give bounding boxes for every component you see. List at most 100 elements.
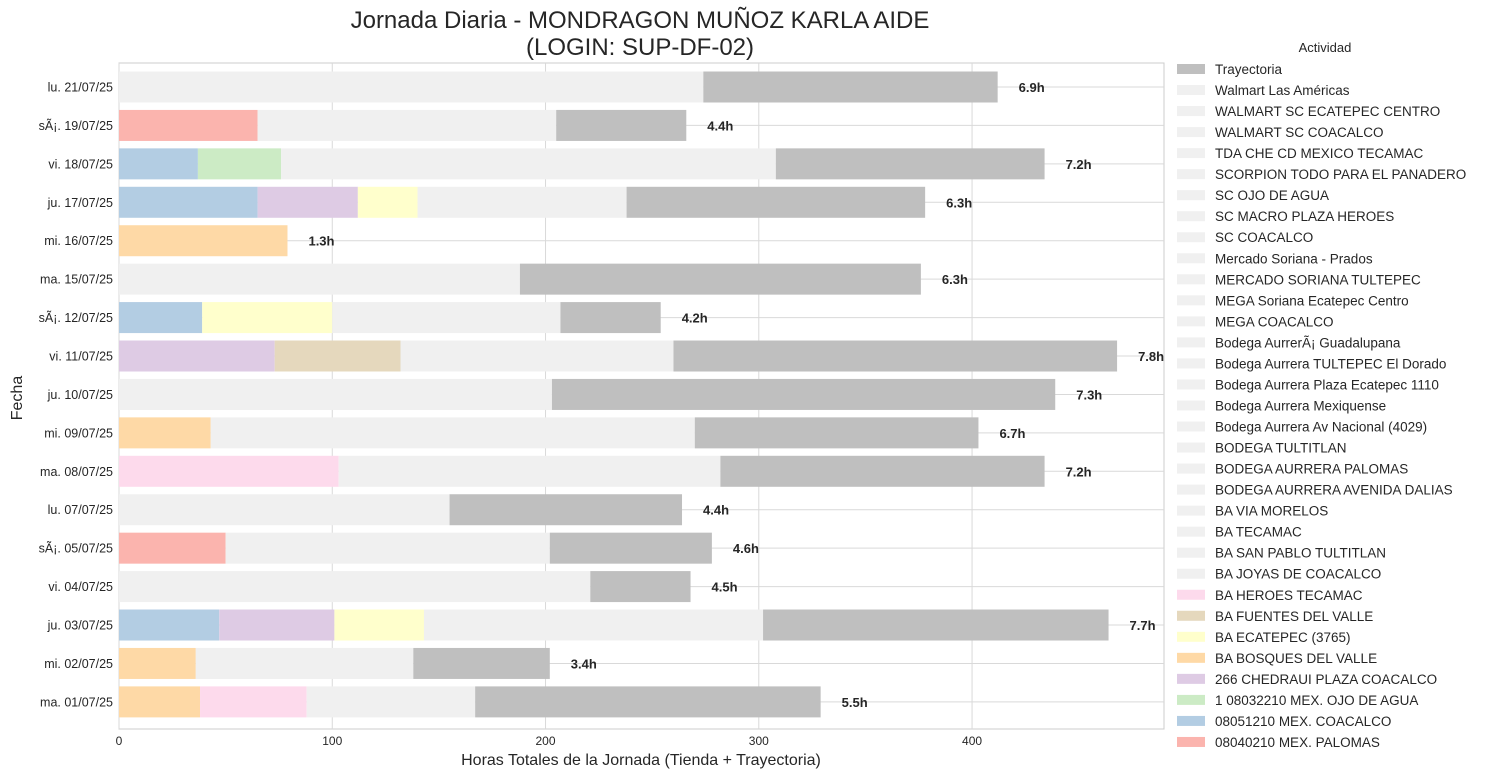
y-tick-label: vi. 11/07/25 — [49, 350, 113, 364]
legend-swatch — [1177, 106, 1205, 117]
legend-swatch — [1177, 652, 1205, 663]
bar-total-label: 3.4h — [571, 656, 597, 671]
legend-swatch — [1177, 316, 1205, 327]
legend-swatch — [1177, 211, 1205, 222]
bar-total-label: 7.2h — [1066, 157, 1092, 172]
bar-segment — [219, 609, 335, 641]
bar-segment — [119, 417, 211, 449]
y-tick-label: sÃ¡. 19/07/25 — [39, 119, 113, 133]
legend-swatch — [1177, 610, 1205, 621]
legend-item-label: Bodega Aurrera Av Nacional (4029) — [1215, 420, 1427, 435]
legend-item-label: Bodega AurrerÃ¡ Guadalupana — [1215, 335, 1401, 350]
bar-segment — [332, 302, 561, 334]
legend-item-label: MEGA Soriana Ecatepec Centro — [1215, 293, 1409, 308]
legend-item-label: SC COACALCO — [1215, 230, 1313, 245]
legend-swatch — [1177, 64, 1205, 74]
bar-segment — [306, 686, 476, 718]
y-tick-label: ju. 10/07/25 — [47, 388, 113, 402]
bar-segment — [357, 186, 418, 218]
legend-item-label: BA VIA MORELOS — [1215, 504, 1328, 519]
bar-segment — [119, 686, 201, 718]
x-tick-label: 400 — [962, 734, 982, 748]
bar-segment — [119, 148, 198, 180]
bar-segment — [119, 263, 520, 295]
legend-swatch — [1177, 169, 1205, 180]
bar-segment — [197, 148, 282, 180]
legend-swatch — [1177, 295, 1205, 306]
bar-segment — [119, 378, 552, 410]
y-tick-label: ju. 17/07/25 — [47, 196, 113, 210]
bar-segment — [549, 532, 712, 564]
legend-item-label: SC OJO DE AGUA — [1215, 188, 1329, 203]
y-tick-label: ma. 15/07/25 — [40, 273, 113, 287]
legend-swatch — [1177, 694, 1205, 705]
bar-segment — [210, 417, 695, 449]
legend-swatch — [1177, 85, 1205, 96]
legend-swatch — [1177, 337, 1205, 348]
legend-item-label: MERCADO SORIANA TULTEPEC — [1215, 272, 1421, 287]
bar-total-label: 4.5h — [712, 580, 738, 595]
bar-segment — [338, 455, 721, 487]
y-tick-label: ma. 01/07/25 — [40, 695, 113, 709]
legend-item-label: Mercado Soriana - Prados — [1215, 251, 1373, 266]
bar-total-label: 7.8h — [1138, 349, 1164, 364]
bar-segment — [119, 186, 258, 218]
bar-segment — [119, 109, 258, 141]
bar-segment — [119, 302, 203, 334]
legend-swatch — [1177, 232, 1205, 243]
legend-swatch — [1177, 568, 1205, 579]
y-tick-label: lu. 07/07/25 — [48, 503, 113, 517]
bar-total-label: 1.3h — [308, 234, 334, 249]
legend-swatch — [1177, 589, 1205, 600]
bar-segment — [519, 263, 921, 295]
legend-item-label: 266 CHEDRAUI PLAZA COACALCO — [1215, 672, 1437, 687]
y-tick-label: mi. 16/07/25 — [44, 234, 113, 248]
bar-total-label: 4.2h — [682, 311, 708, 326]
legend-item-label: WALMART SC ECATEPEC CENTRO — [1215, 104, 1440, 119]
bar-segment — [694, 417, 979, 449]
bar-total-label: 4.6h — [733, 541, 759, 556]
bar-segment — [551, 378, 1056, 410]
legend-item-label: Bodega Aurrera Plaza Ecatepec 1110 — [1215, 377, 1439, 392]
legend-swatch — [1177, 190, 1205, 201]
legend-item-label: BODEGA TULTITLAN — [1215, 441, 1347, 456]
bar-segment — [119, 532, 226, 564]
legend-item-label: BA ECATEPEC (3765) — [1215, 630, 1351, 645]
bar-segment — [673, 340, 1118, 372]
bar-segment — [703, 71, 998, 103]
bar-segment — [626, 186, 926, 218]
bar-segment — [720, 455, 1045, 487]
bar-total-label: 7.3h — [1076, 387, 1102, 402]
bar-segment — [257, 186, 358, 218]
bar-segment — [200, 686, 307, 718]
legend-title: Actividad — [1299, 40, 1352, 55]
legend-swatch — [1177, 631, 1205, 642]
bar-segment — [202, 302, 333, 334]
bar-segment — [119, 609, 220, 641]
bar-segment — [423, 609, 764, 641]
y-tick-label: lu. 21/07/25 — [48, 81, 113, 95]
legend-swatch — [1177, 274, 1205, 285]
legend-swatch — [1177, 442, 1205, 453]
x-tick-label: 200 — [536, 734, 556, 748]
chart-subtitle: (LOGIN: SUP-DF-02) — [526, 34, 754, 61]
legend-item-label: Bodega Aurrera Mexiquense — [1215, 398, 1386, 413]
legend-swatch — [1177, 358, 1205, 369]
bar-segment — [119, 71, 704, 103]
bar-total-label: 6.3h — [942, 272, 968, 287]
bar-segment — [590, 571, 691, 603]
legend-item-label: MEGA COACALCO — [1215, 314, 1334, 329]
bar-segment — [400, 340, 674, 372]
legend-item-label: BA TECAMAC — [1215, 525, 1302, 540]
legend-item-label: SC MACRO PLAZA HEROES — [1215, 209, 1394, 224]
legend-item-label: WALMART SC COACALCO — [1215, 125, 1384, 140]
y-tick-label: vi. 04/07/25 — [48, 580, 113, 594]
y-tick-label: sÃ¡. 12/07/25 — [39, 311, 113, 325]
legend-item-label: Walmart Las Américas — [1215, 83, 1350, 98]
y-tick-label: mi. 02/07/25 — [44, 657, 113, 671]
bar-total-label: 7.2h — [1066, 464, 1092, 479]
legend-swatch — [1177, 505, 1205, 516]
legend-swatch — [1177, 736, 1205, 747]
